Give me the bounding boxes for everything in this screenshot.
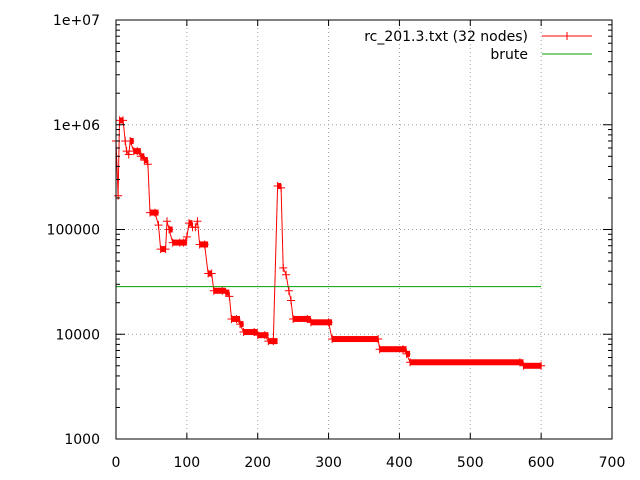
plateau-markers (144, 157, 148, 164)
data-point (163, 217, 172, 226)
y-tick-label: 10000 (55, 327, 100, 343)
plateau-markers (264, 332, 269, 339)
plateau-markers (519, 359, 524, 366)
plateau-markers (410, 359, 520, 366)
plot-frame (115, 19, 613, 440)
x-tick-label: 500 (457, 455, 484, 471)
ticks: 0 100 200 300 400 500 600 700 1000 10000 100000 1e+… (47, 13, 626, 471)
plateau-markers (154, 209, 159, 216)
plateau-markers (150, 209, 155, 216)
plateau-markers (402, 346, 407, 353)
data-point (124, 150, 133, 159)
plateau-markers (225, 289, 230, 296)
legend-label: rc_201.3.txt (32 nodes) (364, 29, 528, 45)
plateau-markers (204, 241, 209, 248)
x-tick-label: 100 (173, 455, 200, 471)
data-point (284, 286, 293, 295)
data-point (182, 232, 191, 241)
grid (116, 20, 612, 439)
plateau-markers (231, 315, 237, 322)
plateau-markers (199, 241, 205, 248)
data-point (193, 217, 202, 226)
plateau-markers (240, 321, 244, 328)
plateau-markers (332, 336, 379, 343)
legend-marker (563, 32, 571, 40)
plateau-markers (119, 117, 124, 124)
y-tick-label: 1e+07 (53, 13, 100, 29)
plateau-markers (293, 315, 308, 322)
data-point (122, 147, 131, 156)
plateau-markers (133, 148, 138, 155)
y-tick-label: 1e+06 (53, 118, 100, 134)
plateau-markers (140, 153, 145, 160)
plateau-markers (179, 239, 184, 246)
plateau-markers (243, 329, 255, 336)
plateau-markers (183, 239, 187, 246)
plateau-markers (277, 183, 282, 190)
y-tick-label: 1000 (64, 432, 100, 448)
x-tick-label: 400 (386, 455, 413, 471)
plateau-markers (130, 137, 134, 144)
data-point (282, 270, 291, 279)
plateau-markers (328, 319, 333, 326)
plateau-markers (379, 346, 403, 353)
data-point (279, 263, 288, 272)
legend: rc_201.3.txt (32 nodes) brute (364, 29, 592, 63)
data-point (287, 296, 296, 305)
x-tick-label: 0 (112, 455, 121, 471)
y-tick-label: 100000 (47, 223, 100, 239)
plateau-markers (208, 270, 212, 277)
plateau-markers (137, 148, 141, 155)
x-tick-label: 200 (244, 455, 271, 471)
plateau-markers (169, 226, 173, 233)
plateau-markers (257, 332, 265, 339)
plateau-markers (188, 220, 193, 227)
series-layer (112, 116, 546, 370)
data-point (154, 221, 163, 230)
plateau-markers (523, 362, 542, 369)
data-point (114, 191, 123, 200)
plateau-markers (254, 329, 258, 336)
plateau-markers (213, 287, 223, 294)
data-point (143, 160, 152, 169)
plateau-markers (273, 338, 278, 345)
plateau-markers (222, 287, 226, 294)
legend-label: brute (490, 47, 528, 63)
plateau-markers (172, 239, 180, 246)
plateau-markers (160, 246, 166, 253)
plateau-markers (310, 319, 329, 326)
x-tick-label: 600 (528, 455, 555, 471)
plateau-markers (268, 338, 274, 345)
plateau-markers (307, 315, 311, 322)
series-0 (112, 116, 546, 370)
x-tick-label: 700 (599, 455, 626, 471)
plateau-markers (236, 315, 240, 322)
plateau-markers (406, 350, 411, 357)
data-point (191, 223, 200, 232)
x-tick-label: 300 (315, 455, 342, 471)
